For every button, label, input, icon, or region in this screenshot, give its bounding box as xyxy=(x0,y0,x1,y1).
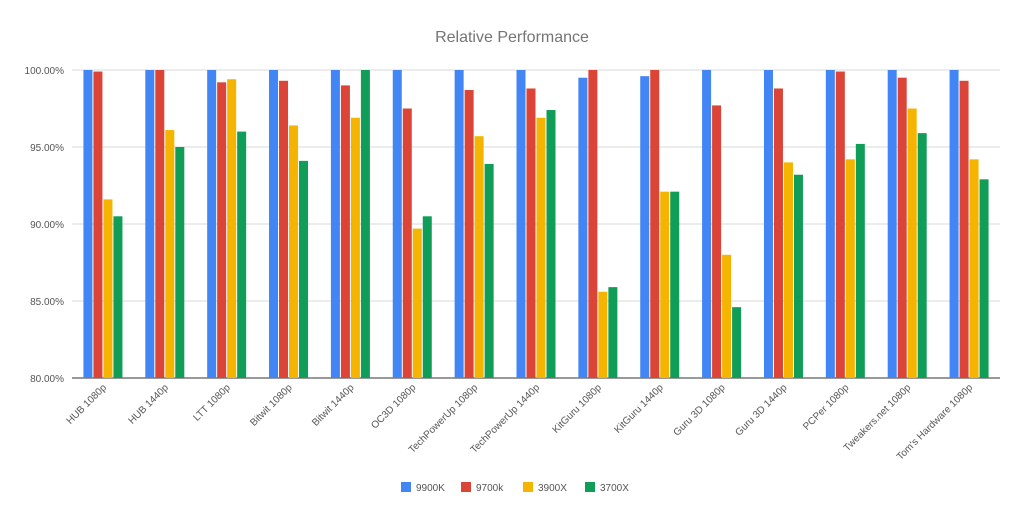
bar-3700x-9 xyxy=(608,287,618,378)
y-tick-label: 85.00% xyxy=(30,297,64,308)
bar-3900x-14 xyxy=(907,108,917,378)
legend-swatch-3700x xyxy=(585,482,595,492)
bar-9700k-12 xyxy=(773,88,783,378)
bar-3700x-13 xyxy=(855,143,865,378)
bar-3700x-11 xyxy=(732,307,742,378)
bar-9900k-14 xyxy=(887,70,897,378)
bar-3700x-14 xyxy=(917,133,927,378)
bar-3700x-15 xyxy=(979,179,989,378)
bar-3700x-3 xyxy=(237,131,247,378)
bar-3900x-6 xyxy=(412,228,422,378)
bar-9700k-9 xyxy=(588,70,598,378)
bar-9700k-7 xyxy=(464,90,474,379)
legend-label-9700k: 9700k xyxy=(476,483,504,494)
bar-9900k-5 xyxy=(330,70,340,378)
gridlines xyxy=(72,69,1000,379)
y-tick-label: 95.00% xyxy=(30,143,64,154)
bar-9700k-1 xyxy=(93,71,103,378)
bar-3700x-4 xyxy=(299,160,309,378)
bar-3900x-7 xyxy=(474,136,484,378)
bar-9700k-13 xyxy=(835,71,845,378)
bar-3900x-8 xyxy=(536,117,546,379)
bar-9900k-3 xyxy=(207,70,217,378)
bar-3900x-9 xyxy=(598,291,608,378)
y-tick-label: 80.00% xyxy=(30,374,64,385)
legend-label-3900x: 3900X xyxy=(538,483,567,494)
legend-swatch-9700k xyxy=(461,482,471,492)
bar-9700k-5 xyxy=(340,85,350,379)
bar-9900k-7 xyxy=(454,70,464,378)
bar-3700x-7 xyxy=(484,163,494,378)
bar-3900x-12 xyxy=(783,162,793,378)
bar-9900k-8 xyxy=(516,70,526,378)
legend-swatch-3900x xyxy=(523,482,533,492)
bar-3900x-4 xyxy=(289,125,299,378)
bar-9700k-6 xyxy=(402,108,412,378)
bar-3700x-5 xyxy=(360,70,370,378)
bar-3700x-12 xyxy=(793,174,803,378)
chart-title: Relative Performance xyxy=(435,29,589,46)
bar-9700k-11 xyxy=(712,105,722,379)
bar-3900x-2 xyxy=(165,130,175,378)
y-tick-label: 100.00% xyxy=(25,66,65,77)
bar-9700k-15 xyxy=(959,80,969,378)
bar-3700x-6 xyxy=(422,216,432,378)
bars xyxy=(83,70,989,379)
bar-9700k-2 xyxy=(155,70,165,378)
bar-9900k-4 xyxy=(269,70,279,378)
legend-label-9900k: 9900K xyxy=(416,483,445,494)
bar-9900k-12 xyxy=(763,70,773,378)
bar-9900k-2 xyxy=(145,70,155,378)
bar-3900x-11 xyxy=(722,254,732,378)
bar-3900x-15 xyxy=(969,159,979,378)
bar-9900k-6 xyxy=(392,70,402,378)
bar-3900x-1 xyxy=(103,199,113,378)
bar-9700k-4 xyxy=(279,80,289,378)
bar-9700k-14 xyxy=(897,77,907,378)
bar-9900k-13 xyxy=(825,70,835,378)
bar-9900k-1 xyxy=(83,70,93,378)
legend: 9900K 9700k 3900X 3700X xyxy=(401,482,629,494)
bar-3700x-10 xyxy=(670,191,680,378)
bar-3700x-1 xyxy=(113,216,123,378)
bar-9700k-8 xyxy=(526,88,536,378)
bar-3900x-10 xyxy=(660,191,670,378)
bar-3900x-3 xyxy=(227,79,237,379)
bar-3700x-2 xyxy=(175,147,185,378)
bar-9900k-10 xyxy=(640,76,650,378)
bar-9900k-11 xyxy=(702,70,712,378)
bar-9700k-3 xyxy=(217,82,227,378)
bar-3900x-13 xyxy=(845,159,855,378)
bar-9700k-10 xyxy=(650,70,660,378)
bar-9900k-15 xyxy=(949,70,959,378)
legend-swatch-9900k xyxy=(401,482,411,492)
bar-3900x-5 xyxy=(350,117,360,379)
legend-label-3700x: 3700X xyxy=(600,483,629,494)
bar-3700x-8 xyxy=(546,110,556,378)
bar-9900k-9 xyxy=(578,77,588,378)
y-axis-ticks: 80.00% 85.00% 90.00% 95.00% 100.00% xyxy=(25,66,65,385)
y-tick-label: 90.00% xyxy=(30,220,64,231)
